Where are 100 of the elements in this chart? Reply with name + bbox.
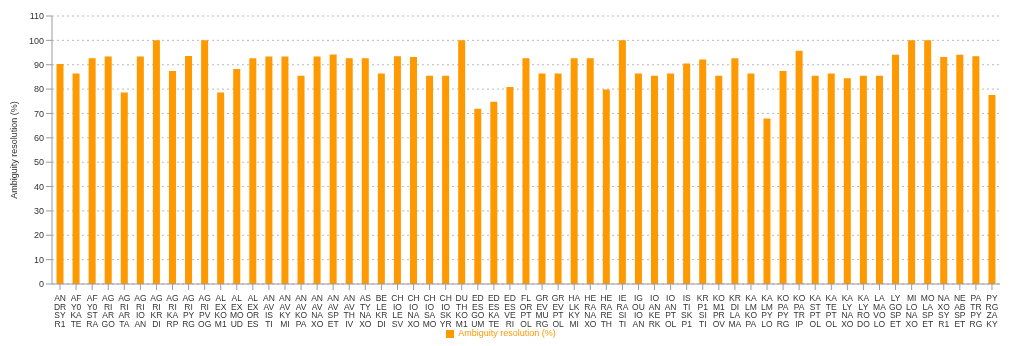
x-tick-label: LYGOSPET [888,293,903,329]
bar [634,73,642,284]
y-axis-title: Ambiguity resolution (%) [9,101,20,199]
bar [185,55,193,284]
bar [602,89,610,284]
bar [152,40,160,284]
x-tick-label: BELEKRDI [375,293,388,329]
bar [956,54,964,284]
x-tick-label: AGRIIOAN [134,293,147,329]
bar [908,40,916,284]
x-tick-label: ANAVISTI [263,293,275,329]
x-tick-label: AGRIARGO [101,293,116,329]
legend-label: Ambiguity resolution (%) [458,328,556,338]
x-tick-label: AFY0STRA [86,293,99,329]
y-tick-label: 0 [38,279,44,290]
x-tick-label: GREVMURG [535,293,549,329]
bar [361,58,369,284]
bar [249,58,257,284]
bar [811,75,819,284]
y-tick-label: 80 [33,84,44,95]
x-tick-label: ANAVKOPA [294,293,308,329]
x-tick-label: HALKKYMI [568,293,581,329]
x-tick-label: ALEXORES [246,293,260,329]
x-tick-label: KOPAPYRG [776,293,790,329]
bar [715,75,723,284]
y-tick-label: 30 [33,206,44,217]
bar [313,56,321,284]
bar [217,92,225,284]
x-tick-label: MILONAXO [905,293,919,329]
x-tick-label: PYRGZAKY [985,293,999,329]
y-tick-label: 20 [33,230,44,241]
x-tick-label: ANAVNAXO [310,293,324,329]
bar [892,54,900,284]
x-tick-label: NAXOSYR1 [937,293,951,329]
bar [875,75,883,284]
bar [618,40,626,284]
y-tick-label: 100 [28,35,44,46]
bar [940,56,948,284]
x-tick-label: CHIOLESV [391,293,404,329]
x-tick-label: CHIOSKYR [439,293,452,329]
bar [538,73,546,284]
x-tick-label: IGOUIOAN [632,293,645,329]
x-tick-label: EDESGOUM [471,293,485,329]
x-tick-label: ISTISKP1 [681,293,693,329]
bar [120,92,128,284]
x-tick-label: ANAVSPET [327,293,340,329]
x-tick-label: KATEPTOL [825,293,838,329]
x-tick-label: KALYRODO [857,293,871,329]
bar [699,59,707,284]
x-tick-label: FLORPTOL [519,293,533,329]
x-tick-label: PATRPYRG [969,293,983,329]
x-tick-label: CHIONAXO [407,293,421,329]
bar [329,54,337,284]
x-tick-label: HERARETH [600,293,613,329]
x-tick-label: AGRIKARP [166,293,179,329]
bar [458,40,466,284]
x-tick-label: LAMAVOLO [873,293,887,329]
x-tick-label: ANAVKYMI [279,293,291,329]
x-tick-label: GREVPTOL [551,293,565,329]
bar [56,64,64,284]
x-tick-label: AGRIARTA [118,293,131,329]
y-tick-label: 60 [33,133,44,144]
bar [843,78,851,284]
x-tick-label: AGRIPYRG [182,293,195,329]
bar [474,108,482,284]
bar [490,101,498,284]
bar [281,56,289,284]
x-tick-label: KALMKOPA [744,293,758,329]
x-tick-label: ASTYNAXO [359,293,372,329]
bar [136,56,144,284]
bar [988,94,996,284]
bar [297,75,305,284]
x-tick-label: KOPATRIP [793,293,806,329]
bar [763,118,771,284]
bar [377,73,385,284]
bar [827,73,835,284]
x-tick-label: ANDRSYR1 [53,293,67,329]
bar [972,56,980,284]
bar [859,75,867,284]
x-tick-label: KRDILAMA [728,293,742,329]
x-tick-label: ALEXKOM1 [214,293,228,329]
x-tick-label: KOM1PROV [712,293,726,329]
bar [168,71,176,284]
bar [442,75,450,284]
x-tick-label: KASTPTOL [809,293,822,329]
bar [731,58,739,284]
x-tick-label: IERASITI [616,293,629,329]
x-tick-label: DUTHKOM1 [455,293,469,329]
bar [570,58,578,284]
x-tick-label: KALYNAXO [841,293,854,329]
bar [426,75,434,284]
bar [506,86,514,284]
y-tick-label: 110 [29,11,44,22]
bar [683,63,691,284]
x-tick-label: AGRIKRDI [150,293,163,329]
bar [779,71,787,284]
x-tick-label: HERANAXO [584,293,597,329]
bar [795,50,803,284]
bar [667,73,675,284]
y-tick-label: 50 [33,157,44,168]
